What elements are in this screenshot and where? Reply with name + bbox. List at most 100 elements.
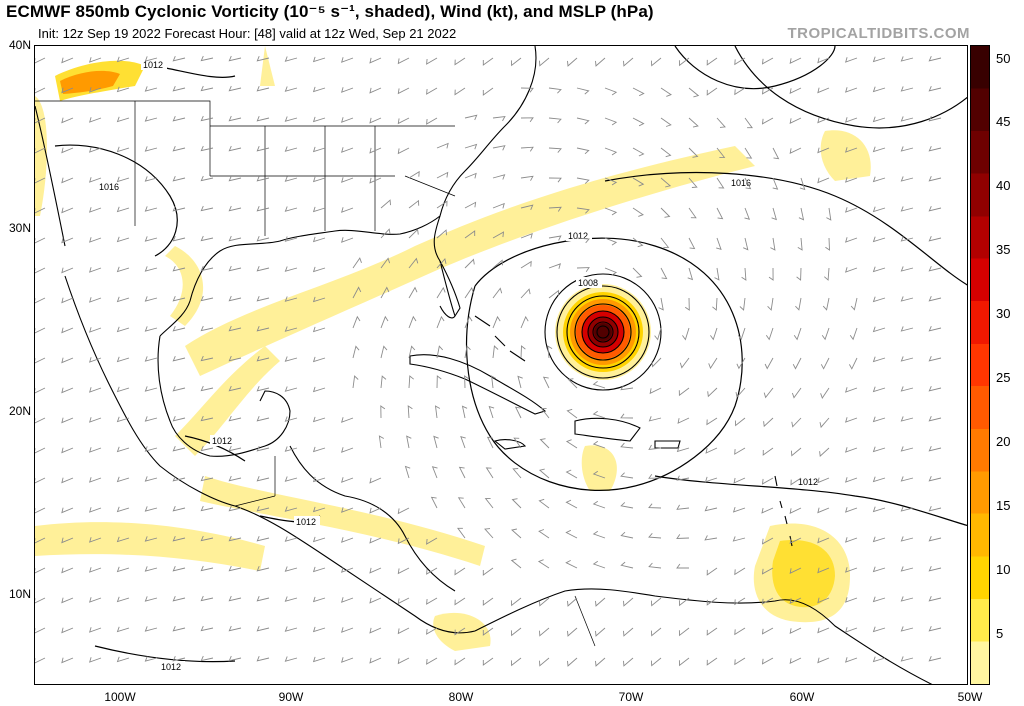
wind-barb [734,417,746,427]
mexico-pacific [64,275,236,507]
wind-barb [312,446,326,453]
wind-barb [849,357,858,370]
wind-barb [660,207,671,218]
wind-barb [172,146,186,152]
baja [35,105,66,247]
wind-barb [458,466,466,479]
wind-barb [200,595,214,602]
wind-barb [620,502,634,509]
wind-barb [200,145,214,152]
wind-barb [116,56,130,63]
wind-barb [408,286,418,299]
wind-barb [464,201,477,209]
wind-barb [397,657,410,665]
lat-label-20n: 20N [8,404,31,418]
wind-barb [761,57,774,65]
wind-barb [89,447,102,453]
wind-barb [228,385,242,392]
wind-barb [712,297,718,311]
wind-barb [454,657,466,666]
wind-barb [89,657,102,663]
wind-barb [408,199,420,209]
lon-label-60w: 60W [789,690,815,704]
wind-barb [35,207,46,214]
wind-barb [845,237,858,243]
wind-barb [623,57,634,67]
wind-barb [872,236,886,243]
wind-barb [737,327,746,341]
vorticity-band-eastpac [35,522,265,571]
wind-barb [436,345,444,359]
vorticity-shading [35,46,871,651]
wind-barb [510,597,522,607]
wind-barb [256,176,270,182]
wind-barb [632,177,645,187]
vorticity-blob-cuba [581,445,617,491]
wind-barb [464,345,471,359]
wind-barb [513,437,522,449]
wind-barb [426,57,438,65]
wind-barb [380,315,389,329]
wind-barb [845,657,858,663]
wind-barb [35,417,46,424]
wind-barb [735,387,746,398]
wind-barb [732,536,746,542]
wind-barb [492,174,506,180]
wind-barb [928,116,942,122]
wind-barb [817,177,830,184]
wind-barb [200,565,214,572]
wind-barb [397,117,410,125]
wind-barb [426,117,438,125]
wind-barb [900,176,914,182]
wind-barb [538,529,550,539]
wind-barb [284,116,298,122]
wind-barb [567,57,578,67]
wind-barb [461,405,468,419]
wind-barb [116,656,130,663]
wind-barb [821,327,830,341]
wind-barb [200,655,214,662]
vorticity-band-atlantic [185,146,755,376]
wind-barb [548,147,562,153]
wind-barb [454,57,466,66]
isobar-label: 1016 [731,178,751,188]
wind-barb [426,537,438,545]
wind-barb [789,657,802,664]
wind-barb [116,566,130,573]
wind-barb [761,537,774,545]
wind-barb [900,236,914,242]
wind-barb [284,356,298,362]
wind-barb [795,297,802,311]
wind-barb [172,416,186,422]
wind-barb [464,172,477,179]
wind-barb [928,86,942,92]
vorticity-blob-sw-caribbean [433,612,491,651]
wind-barb [595,627,606,637]
wind-barb [872,566,886,573]
wind-barb [172,296,186,302]
wind-barb [565,529,578,539]
wind-barb [341,477,354,483]
bahamas [474,315,526,362]
wind-barb [172,116,186,122]
wind-barb [256,656,270,662]
wind-barb [820,387,830,399]
wind-barb [538,498,550,509]
wind-barb [430,496,438,509]
wind-barb [172,566,186,572]
wind-barb [200,55,214,62]
wind-barb [116,296,130,303]
wind-barb [872,56,886,63]
wind-barb [538,468,550,479]
wind-barb [89,177,102,183]
wind-barb [464,315,473,329]
wind-barb [89,567,102,573]
wind-barb [676,446,690,453]
wind-barb [817,627,830,634]
wind-barb [61,567,74,574]
wind-barb [397,507,410,515]
wind-barb [900,386,914,392]
wind-barb [520,204,534,210]
wind-barb [632,147,645,157]
lon-label-50w: 50W [957,690,983,704]
